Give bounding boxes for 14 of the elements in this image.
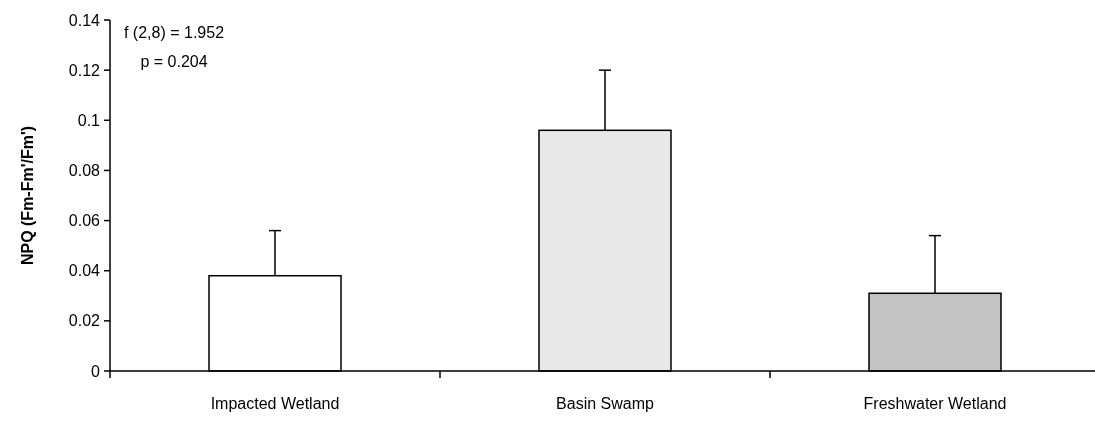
y-tick-label: 0.1: [77, 111, 101, 129]
y-tick-label: 0.14: [68, 11, 101, 29]
y-axis-title: NPQ (Fm-Fm'/Fm'): [19, 125, 36, 266]
x-tick-label: Freshwater Wetland: [863, 395, 1007, 412]
annotation: f (2,8) = 1.952: [123, 24, 225, 41]
y-tick-label: 0.08: [68, 162, 101, 180]
x-tick-label: Impacted Wetland: [210, 395, 340, 412]
annotation: p = 0.204: [140, 53, 208, 70]
y-tick-label: 0.04: [68, 262, 101, 280]
y-tick-label: 0.02: [68, 312, 101, 330]
x-tick-label: Basin Swamp: [556, 395, 655, 412]
y-tick-label: 0.06: [68, 212, 101, 230]
y-tick-label: 0: [91, 362, 101, 380]
y-tick-label: 0.12: [68, 61, 101, 79]
